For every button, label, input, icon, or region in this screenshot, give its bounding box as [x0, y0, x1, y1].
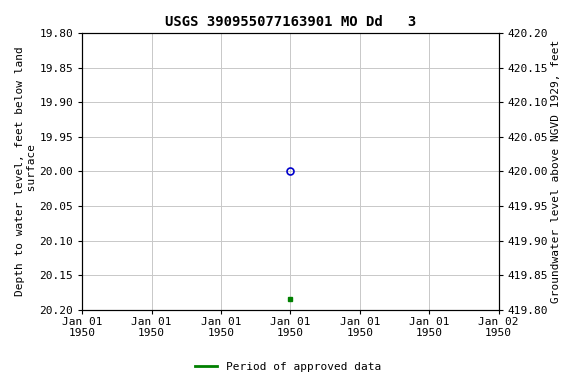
Legend: Period of approved data: Period of approved data: [191, 358, 385, 377]
Y-axis label: Depth to water level, feet below land
 surface: Depth to water level, feet below land su…: [15, 46, 37, 296]
Title: USGS 390955077163901 MO Dd   3: USGS 390955077163901 MO Dd 3: [165, 15, 416, 29]
Y-axis label: Groundwater level above NGVD 1929, feet: Groundwater level above NGVD 1929, feet: [551, 40, 561, 303]
